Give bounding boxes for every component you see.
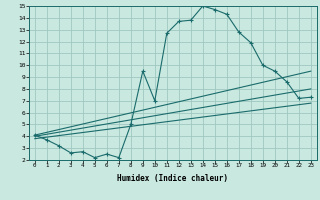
X-axis label: Humidex (Indice chaleur): Humidex (Indice chaleur) xyxy=(117,174,228,183)
